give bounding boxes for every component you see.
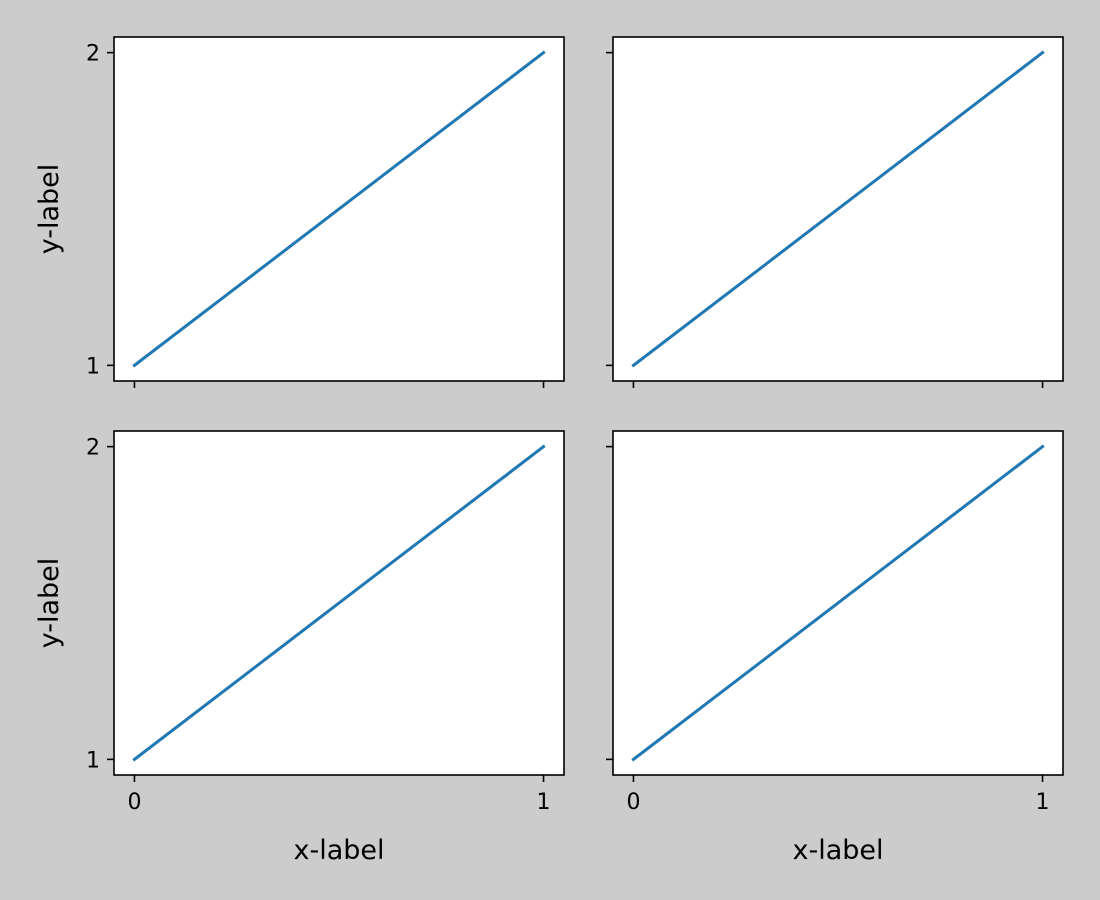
series-line — [631, 50, 1045, 368]
y-tick-label: 2 — [86, 436, 100, 461]
subplot-2 — [606, 36, 1064, 388]
x-tick-label: 1 — [1036, 790, 1050, 815]
axes-frame — [612, 430, 1064, 776]
y-axis-label: y-label — [34, 164, 65, 255]
subplot-4: 0 1 x-label — [606, 430, 1064, 866]
y-tick-label: 1 — [86, 354, 100, 379]
axes-frame — [113, 36, 565, 382]
series-line — [132, 444, 546, 762]
x-axis-label: x-label — [293, 835, 384, 866]
subplot-1: 1 2 y-label — [34, 36, 565, 388]
y-axis-label: y-label — [34, 558, 65, 649]
subplot-3: 0 1 1 2 x-label y-label — [34, 430, 565, 866]
y-tick-label: 1 — [86, 748, 100, 773]
series-line — [631, 444, 1045, 762]
y-tick-label: 2 — [86, 42, 100, 67]
x-tick-label: 0 — [127, 790, 141, 815]
x-tick-label: 1 — [537, 790, 551, 815]
x-tick-label: 0 — [626, 790, 640, 815]
x-axis-label: x-label — [792, 835, 883, 866]
axes-frame — [612, 36, 1064, 382]
series-line — [132, 50, 546, 368]
axes-frame — [113, 430, 565, 776]
subplot-grid: 1 2 y-label 0 1 1 2 x-label y-label 0 1 x-label — [34, 36, 1064, 866]
